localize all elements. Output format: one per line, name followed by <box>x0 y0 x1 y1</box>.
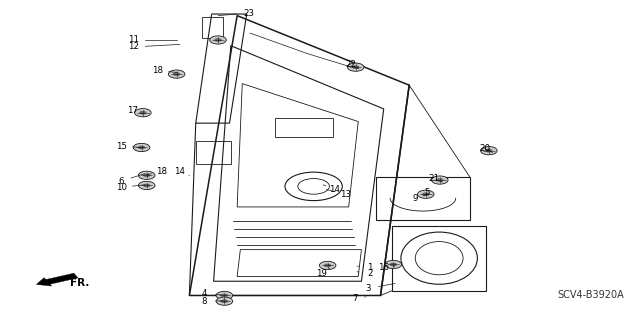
Circle shape <box>168 70 185 78</box>
Text: 14: 14 <box>329 185 340 194</box>
Text: 1: 1 <box>367 263 372 272</box>
Circle shape <box>138 181 155 189</box>
Circle shape <box>481 146 497 155</box>
Text: SCV4-B3920A: SCV4-B3920A <box>557 290 624 300</box>
Circle shape <box>138 171 155 179</box>
Circle shape <box>431 176 448 184</box>
Circle shape <box>210 36 227 44</box>
Circle shape <box>385 260 401 269</box>
Text: 2: 2 <box>367 270 372 278</box>
Circle shape <box>485 149 493 152</box>
Polygon shape <box>36 273 78 286</box>
Text: 3: 3 <box>365 284 371 293</box>
Circle shape <box>436 178 444 182</box>
Text: 12: 12 <box>129 42 140 51</box>
Text: 11: 11 <box>129 35 140 44</box>
Circle shape <box>422 192 429 196</box>
Circle shape <box>221 299 228 303</box>
Circle shape <box>417 190 434 198</box>
Circle shape <box>352 65 360 69</box>
Text: FR.: FR. <box>70 278 90 288</box>
Circle shape <box>133 143 150 152</box>
Text: 8: 8 <box>201 297 207 306</box>
Text: 5: 5 <box>424 188 430 197</box>
Text: 15: 15 <box>116 142 127 151</box>
Text: 18: 18 <box>156 167 168 176</box>
Text: 21: 21 <box>428 174 439 183</box>
Circle shape <box>143 183 150 187</box>
Text: 10: 10 <box>116 183 127 192</box>
Text: 22: 22 <box>345 60 356 69</box>
Circle shape <box>221 293 228 297</box>
Circle shape <box>216 291 233 300</box>
Circle shape <box>138 146 145 149</box>
Text: 18: 18 <box>152 66 163 75</box>
Circle shape <box>216 297 233 305</box>
Circle shape <box>134 108 151 117</box>
Text: 19: 19 <box>316 269 326 278</box>
Circle shape <box>324 263 332 267</box>
Text: 9: 9 <box>413 194 419 203</box>
Text: 23: 23 <box>243 9 254 18</box>
Circle shape <box>348 63 364 71</box>
Text: 17: 17 <box>127 106 138 115</box>
Circle shape <box>173 72 180 76</box>
Text: 20: 20 <box>479 144 490 153</box>
Circle shape <box>390 263 397 266</box>
Text: 4: 4 <box>201 289 207 298</box>
Circle shape <box>139 111 147 115</box>
Circle shape <box>143 174 150 177</box>
Text: 7: 7 <box>352 294 358 303</box>
Circle shape <box>319 261 336 270</box>
Text: 14: 14 <box>174 167 186 176</box>
Text: 6: 6 <box>118 176 124 186</box>
Text: 13: 13 <box>340 190 351 199</box>
Circle shape <box>214 38 222 42</box>
Text: 16: 16 <box>378 263 389 272</box>
